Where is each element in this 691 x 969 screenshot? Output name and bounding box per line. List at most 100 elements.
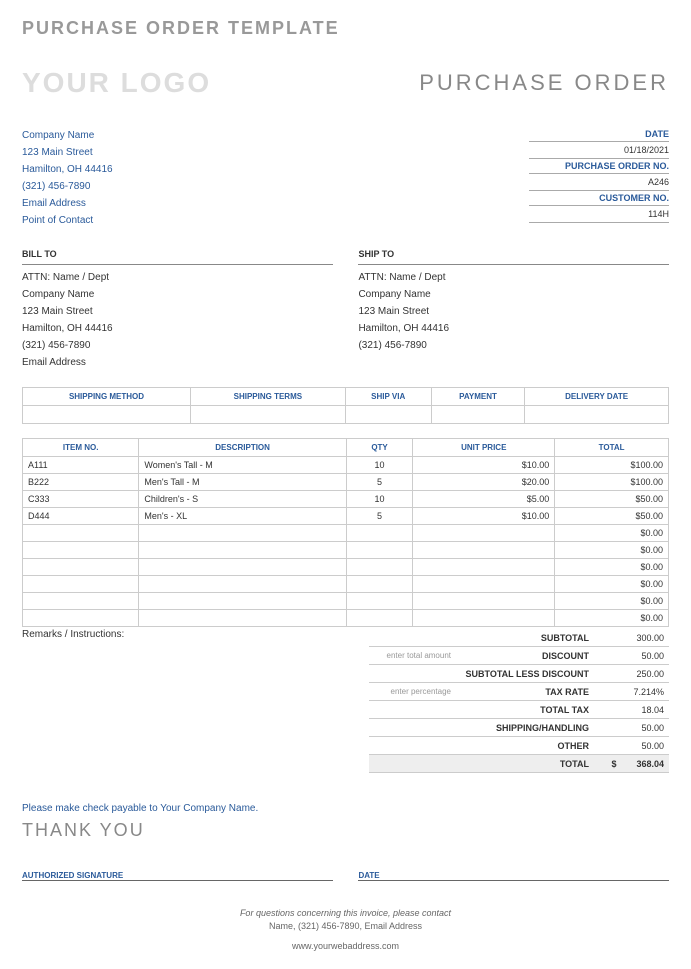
ship-city: Hamilton, OH 44416 [358,320,669,337]
cust-label: CUSTOMER NO. [529,191,669,206]
item-no [23,593,139,610]
thank-you: THANK YOU [22,820,669,841]
subless-value: 250.00 [599,669,669,679]
check-note: Please make check payable to Your Compan… [22,803,669,814]
table-row: $0.00 [23,576,669,593]
discount-value: 50.00 [599,651,669,661]
item-qty [346,542,412,559]
item-price: $10.00 [413,508,555,525]
item-price [413,542,555,559]
item-header: ITEM NO. [23,439,139,457]
item-total: $100.00 [555,457,669,474]
bill-attn: ATTN: Name / Dept [22,269,333,286]
item-no [23,576,139,593]
bill-to-title: BILL TO [22,247,333,265]
ship-attn: ATTN: Name / Dept [358,269,669,286]
po-value: A246 [529,174,669,191]
tax-label: TAX RATE [459,687,599,697]
bill-street: 123 Main Street [22,303,333,320]
table-row: A111Women's Tall - M10$10.00$100.00 [23,457,669,474]
subless-label: SUBTOTAL LESS DISCOUNT [459,669,599,679]
company-contact: Point of Contact [22,212,113,229]
item-no [23,542,139,559]
company-block: Company Name 123 Main Street Hamilton, O… [22,127,113,229]
item-desc: Men's Tall - M [139,474,346,491]
discount-hint: enter total amount [369,651,459,660]
footer-line1: For questions concerning this invoice, p… [22,908,669,918]
discount-label: DISCOUNT [459,651,599,661]
page-title: PURCHASE ORDER TEMPLATE [22,18,669,39]
item-price [413,610,555,627]
shiphand-label: SHIPPING/HANDLING [459,723,599,733]
subtotal-label: SUBTOTAL [459,633,599,643]
bill-email: Email Address [22,354,333,371]
tax-value: 7.214% [599,687,669,697]
item-header: DESCRIPTION [139,439,346,457]
item-qty: 5 [346,508,412,525]
item-desc [139,559,346,576]
address-row: BILL TO ATTN: Name / Dept Company Name 1… [22,247,669,371]
item-qty [346,559,412,576]
totaltax-value: 18.04 [599,705,669,715]
total-value: $ 368.04 [599,759,669,769]
ship-header: PAYMENT [431,388,524,406]
bill-phone: (321) 456-7890 [22,337,333,354]
item-total: $0.00 [555,576,669,593]
item-qty: 10 [346,457,412,474]
item-total: $0.00 [555,559,669,576]
item-no: C333 [23,491,139,508]
item-price: $5.00 [413,491,555,508]
shipping-table: SHIPPING METHODSHIPPING TERMSSHIP VIAPAY… [22,387,669,424]
date-sig-label: DATE [358,871,669,880]
item-desc [139,576,346,593]
item-no [23,559,139,576]
item-total: $100.00 [555,474,669,491]
ship-company: Company Name [358,286,669,303]
bill-city: Hamilton, OH 44416 [22,320,333,337]
item-price [413,559,555,576]
company-city: Hamilton, OH 44416 [22,161,113,178]
item-qty: 5 [346,474,412,491]
item-no: B222 [23,474,139,491]
item-desc: Men's - XL [139,508,346,525]
item-qty [346,576,412,593]
item-desc: Women's Tall - M [139,457,346,474]
table-row: D444Men's - XL5$10.00$50.00 [23,508,669,525]
date-block: DATE [358,871,669,884]
other-label: OTHER [459,741,599,751]
signature-label: AUTHORIZED SIGNATURE [22,871,333,880]
item-price [413,593,555,610]
item-no: D444 [23,508,139,525]
item-total: $50.00 [555,508,669,525]
items-table: ITEM NO.DESCRIPTIONQTYUNIT PRICETOTAL A1… [22,438,669,627]
item-header: TOTAL [555,439,669,457]
bill-company: Company Name [22,286,333,303]
item-qty [346,593,412,610]
po-label: PURCHASE ORDER NO. [529,159,669,174]
item-qty [346,610,412,627]
item-price [413,576,555,593]
item-header: QTY [346,439,412,457]
item-header: UNIT PRICE [413,439,555,457]
item-price [413,525,555,542]
totals-block: SUBTOTAL300.00 enter total amountDISCOUN… [369,629,669,773]
signature-block: AUTHORIZED SIGNATURE [22,871,333,884]
table-row: $0.00 [23,525,669,542]
table-row: B222Men's Tall - M5$20.00$100.00 [23,474,669,491]
ship-header: SHIPPING METHOD [23,388,191,406]
item-desc [139,610,346,627]
shiphand-value: 50.00 [599,723,669,733]
ship-street: 123 Main Street [358,303,669,320]
company-phone: (321) 456-7890 [22,178,113,195]
document-title: PURCHASE ORDER [419,70,669,96]
item-price: $10.00 [413,457,555,474]
table-row: $0.00 [23,593,669,610]
company-street: 123 Main Street [22,144,113,161]
footer-line2: Name, (321) 456-7890, Email Address [22,921,669,931]
item-no [23,525,139,542]
item-no [23,610,139,627]
ship-header: DELIVERY DATE [525,388,669,406]
item-total: $0.00 [555,593,669,610]
item-qty [346,525,412,542]
date-value: 01/18/2021 [529,142,669,159]
